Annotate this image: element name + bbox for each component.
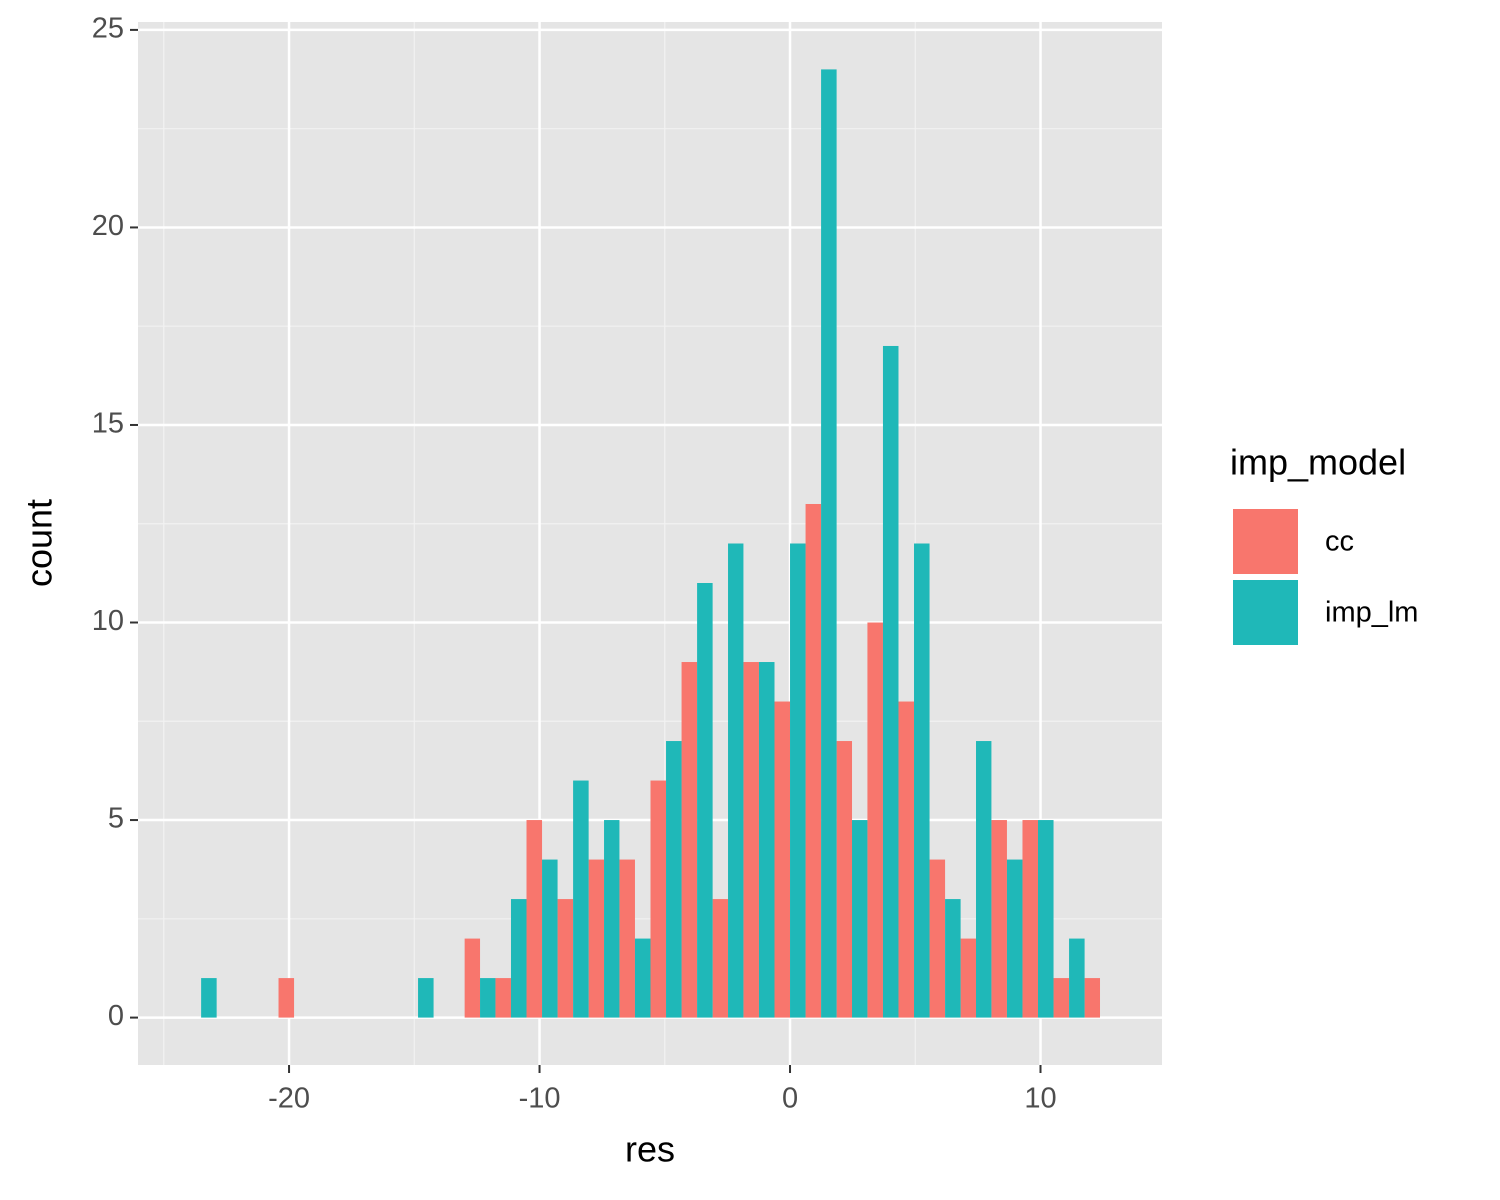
bar [480,978,496,1018]
y-tick-label: 15 [92,408,124,440]
y-tick-label: 20 [92,210,124,242]
y-axis-title: count [19,499,60,587]
y-tick-label: 25 [92,13,124,45]
bar [1053,978,1070,1018]
y-tick-label: 10 [92,605,124,637]
bar [650,780,667,1018]
bar [852,820,868,1018]
bar [728,543,744,1018]
bar [1038,820,1054,1018]
bar [836,741,853,1018]
bar [201,978,217,1018]
legend-key [1233,509,1298,574]
bar [1006,859,1023,1018]
bar [681,662,698,1018]
bar [960,938,977,1018]
y-tick-label: 0 [108,1000,124,1032]
legend-label: cc [1325,526,1354,558]
bar [929,859,946,1018]
bar [1022,820,1039,1018]
bar [1084,978,1101,1018]
bar [604,820,620,1018]
bar [418,978,434,1018]
bar [882,345,899,1018]
bar [634,938,651,1018]
bar [495,978,511,1018]
y-tick-label: 5 [108,803,124,835]
legend-label: imp_lm [1325,597,1418,629]
legend-title: imp_model [1230,442,1406,483]
legend-key [1233,580,1298,645]
x-tick-label: -20 [268,1083,310,1115]
bar [542,859,558,1018]
bar [805,503,822,1018]
bar [991,820,1007,1018]
bar [510,899,527,1018]
x-axis-title: res [625,1129,675,1170]
bar [774,701,791,1018]
bar [464,938,481,1018]
bar [526,820,543,1018]
bar [588,859,605,1018]
bar [821,69,837,1018]
bar [712,899,729,1018]
bar [790,543,806,1018]
bar [557,899,574,1018]
bar [743,662,759,1018]
bar [1069,938,1085,1018]
bar [914,543,930,1018]
x-tick-label: -10 [519,1083,561,1115]
bar [666,741,682,1018]
bar [573,780,589,1018]
bar [758,662,775,1018]
bar [697,583,713,1018]
x-tick-label: 10 [1024,1083,1056,1115]
bar [278,978,295,1018]
x-tick-label: 0 [782,1083,798,1115]
bar [619,859,635,1018]
bar [898,701,915,1018]
bar [945,899,961,1018]
bar [867,622,883,1018]
bar [976,741,992,1018]
